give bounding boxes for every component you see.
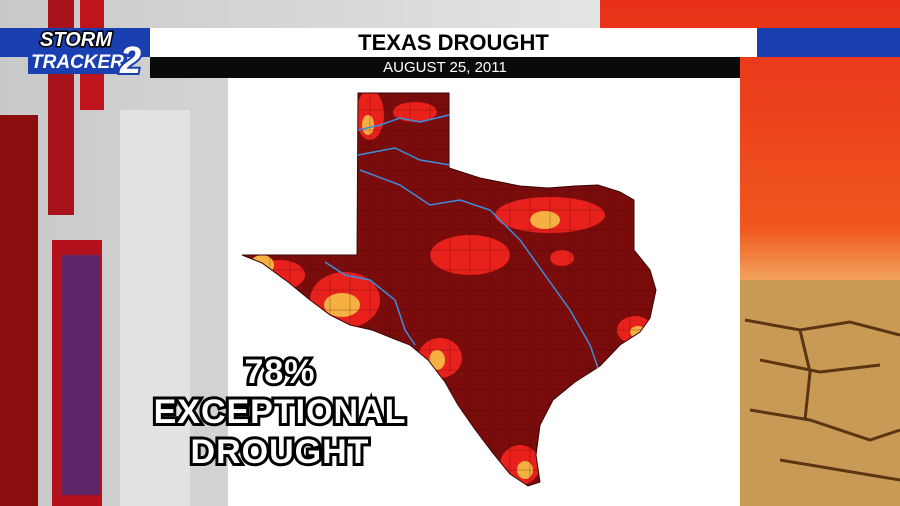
date: AUGUST 25, 2011 xyxy=(383,59,507,76)
callout-line: DROUGHT xyxy=(188,430,372,474)
title: TEXAS DROUGHT xyxy=(358,30,549,55)
callout-line: EXCEPTIONAL xyxy=(151,390,409,434)
logo-storm: STORM xyxy=(39,28,114,53)
logo-number: 2 xyxy=(118,38,143,84)
callout-percent: 78% xyxy=(241,350,317,394)
logo-tracker: TRACKER xyxy=(28,52,127,74)
